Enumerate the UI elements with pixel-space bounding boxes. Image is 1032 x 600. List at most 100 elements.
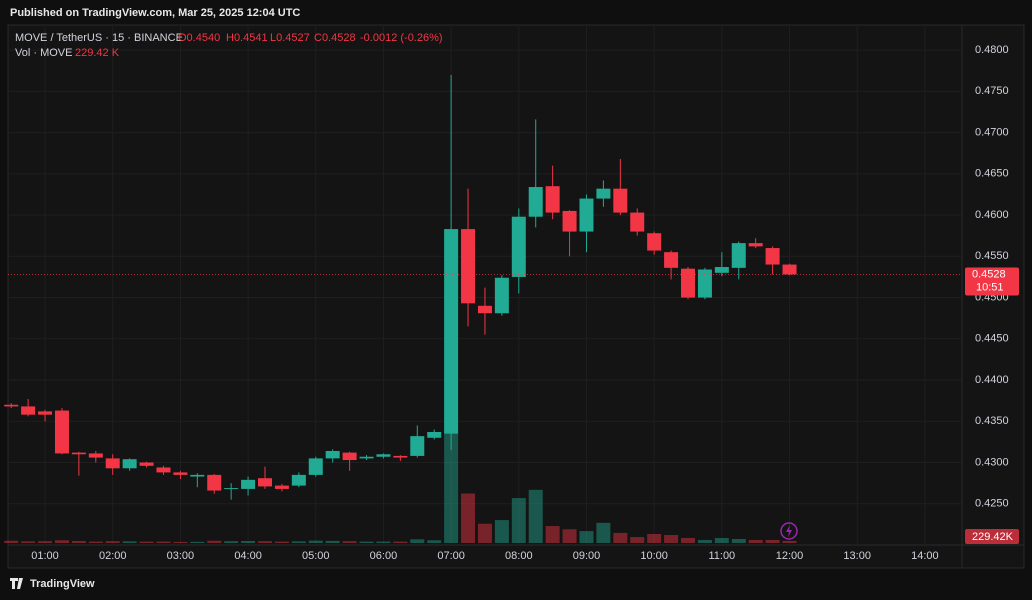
volume-bar [325, 540, 340, 543]
x-tick-label: 10:00 [640, 550, 668, 562]
volume-bar [139, 541, 154, 543]
candle-body [88, 453, 103, 458]
candle-body [38, 411, 53, 415]
candle-body [731, 243, 746, 268]
chart-panel [7, 24, 1025, 569]
x-tick-label: 01:00 [31, 550, 59, 562]
volume-bar [511, 498, 526, 543]
candle-body [359, 456, 374, 459]
brand-name: TradingView [30, 578, 95, 590]
volume-bar [4, 540, 19, 543]
y-tick-label: 0.4800 [975, 44, 1009, 56]
volume-bar [596, 522, 611, 543]
volume-bar [241, 540, 256, 543]
y-tick-label: 0.4450 [975, 333, 1009, 345]
y-tick-label: 0.4250 [975, 498, 1009, 510]
alert-bolt [786, 525, 792, 537]
candle-body [224, 488, 239, 490]
candle-body [393, 455, 408, 458]
volume-bar [122, 541, 137, 543]
candle-body [105, 458, 120, 469]
volume-bar [71, 540, 86, 543]
volume-bar [308, 540, 323, 543]
x-tick-label: 05:00 [302, 550, 330, 562]
volume-bar [105, 541, 120, 543]
last-price-box [965, 267, 1019, 296]
candle-body [241, 479, 256, 489]
alert-icon[interactable] [780, 522, 798, 540]
candle-body [579, 198, 594, 232]
candle-body [714, 267, 729, 273]
legend-change: -0.0012 (-0.26%) [360, 32, 443, 44]
y-tick-label: 0.4400 [975, 374, 1009, 386]
x-tick-label: 06:00 [370, 550, 398, 562]
x-tick-label: 08:00 [505, 550, 533, 562]
y-tick-label: 0.4600 [975, 209, 1009, 221]
volume-bar [410, 539, 425, 543]
y-tick-label: 0.4300 [975, 456, 1009, 468]
volume-bar [630, 537, 645, 543]
volume-bar [782, 540, 797, 543]
candle-body [21, 406, 36, 415]
volume-box [965, 529, 1019, 544]
volume-bar [376, 541, 391, 543]
candle-body [681, 268, 695, 298]
x-tick-label: 09:00 [573, 550, 601, 562]
volume-bar [444, 433, 459, 543]
candle-body [748, 243, 763, 247]
candle-body [511, 216, 526, 277]
x-tick-label: 13:00 [843, 550, 871, 562]
candle-body [765, 248, 780, 265]
volume-bar [562, 529, 577, 543]
y-tick-label: 0.4550 [975, 250, 1009, 262]
x-tick-label: 03:00 [167, 550, 195, 562]
volume-bar [88, 541, 103, 543]
candle-body [444, 229, 459, 434]
candle-body [782, 264, 797, 275]
x-tick-label: 12:00 [776, 550, 804, 562]
volume-bar [579, 531, 594, 543]
candle-body [71, 452, 86, 455]
volume-bar [291, 541, 306, 543]
volume-bar [21, 541, 36, 543]
volume-bar [190, 541, 205, 543]
candle-body [342, 452, 357, 461]
y-tick-label: 0.4700 [975, 126, 1009, 138]
volume-bar [359, 541, 374, 543]
candle-body [4, 404, 19, 407]
candle-body [562, 210, 577, 232]
candle-body [207, 474, 222, 491]
y-tick-label: 0.4650 [975, 168, 1009, 180]
legend-open: O0.4540 [178, 32, 220, 44]
y-tick-label: 0.4350 [975, 415, 1009, 427]
volume-bar [765, 539, 780, 543]
volume-axis-label: 229.42K [972, 531, 1014, 543]
volume-bar [731, 538, 746, 543]
volume-bar [173, 541, 188, 543]
candle-body [54, 410, 69, 454]
volume-bar [342, 541, 357, 543]
published-note: Published on TradingView.com, Mar 25, 20… [10, 7, 300, 19]
candle-body [291, 474, 306, 486]
candle-body [613, 188, 628, 213]
countdown-label: 10:51 [976, 281, 1004, 293]
candle-body [477, 305, 492, 314]
x-tick-label: 02:00 [99, 550, 127, 562]
volume-bar [258, 541, 272, 543]
volume-bar [156, 541, 171, 543]
volume-bar [697, 539, 712, 543]
candle-body [461, 229, 476, 304]
legend-low: L0.4527 [270, 32, 310, 44]
candle-body [545, 186, 560, 213]
legend-volume: 229.42 K [75, 47, 120, 59]
volume-bar [427, 540, 442, 543]
volume-bar [393, 541, 408, 543]
candle-body [427, 431, 442, 438]
candle-body [376, 454, 391, 457]
candle-body [258, 478, 272, 487]
candle-body [190, 474, 205, 477]
volume-bar [647, 534, 662, 543]
x-tick-label: 07:00 [437, 550, 465, 562]
legend-high: H0.4541 [226, 32, 268, 44]
x-tick-label: 04:00 [234, 550, 262, 562]
